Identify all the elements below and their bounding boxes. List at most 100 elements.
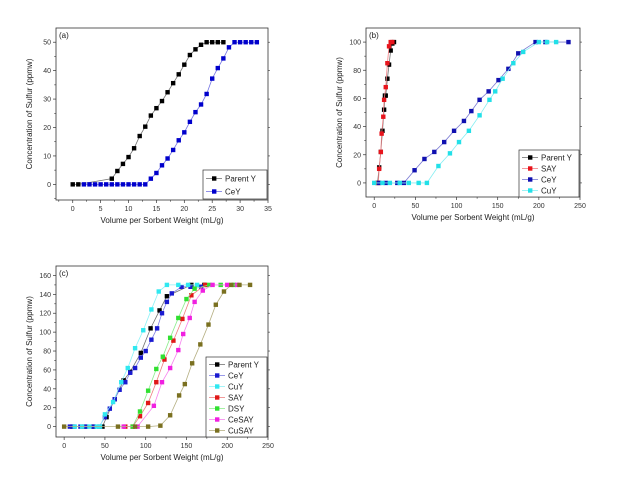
data-point xyxy=(128,370,133,375)
x-tick-label: 150 xyxy=(492,203,504,210)
legend-item: CuSAY xyxy=(209,427,254,436)
data-point xyxy=(169,291,174,296)
data-point xyxy=(112,397,117,402)
data-point xyxy=(157,308,162,313)
data-point xyxy=(132,345,138,351)
data-point xyxy=(141,328,146,333)
data-point xyxy=(193,109,198,115)
legend-marker xyxy=(212,176,217,181)
legend: Parent Y SAY CeY CuY xyxy=(518,149,580,198)
data-point xyxy=(387,180,393,186)
legend-marker xyxy=(528,177,533,182)
legend-label: DSY xyxy=(228,405,245,414)
data-point xyxy=(185,282,191,288)
data-point xyxy=(182,62,187,67)
data-point xyxy=(466,128,472,134)
data-point xyxy=(87,182,92,187)
data-point xyxy=(137,414,143,419)
legend-item: CeY xyxy=(206,188,241,197)
legend-label: CeSAY xyxy=(228,416,254,425)
data-point xyxy=(143,348,148,354)
legend-marker xyxy=(215,362,220,367)
data-point xyxy=(110,399,116,405)
legend-item: CeY xyxy=(522,176,557,185)
data-point xyxy=(120,182,126,187)
data-point xyxy=(487,97,492,103)
y-tick-label: 10 xyxy=(43,153,51,160)
data-point xyxy=(164,294,170,299)
legend-item: Parent Y xyxy=(209,361,260,370)
data-point xyxy=(486,89,491,94)
data-point xyxy=(170,80,176,86)
y-tick-label: 20 xyxy=(43,405,51,412)
legend-marker xyxy=(215,428,220,433)
x-axis-label: Volume per Sorbent Weight (mL/g) xyxy=(411,213,534,222)
y-axis-label: Concentration of Sulfur (ppmw) xyxy=(335,57,344,168)
legend-label: Parent Y xyxy=(225,175,257,184)
data-point xyxy=(376,166,382,172)
data-point xyxy=(461,118,467,124)
data-point xyxy=(215,40,220,45)
x-tick-label: 50 xyxy=(101,443,109,450)
y-tick-label: 120 xyxy=(39,311,51,318)
y-axis-label: Concentration of Sulfur (ppmw) xyxy=(25,58,34,169)
data-point xyxy=(165,156,170,161)
data-point xyxy=(176,138,181,143)
legend-label: CeY xyxy=(225,188,241,197)
data-point xyxy=(159,98,165,104)
data-point xyxy=(187,52,193,58)
data-point xyxy=(210,40,215,45)
legend-item: CeY xyxy=(209,372,244,381)
data-point xyxy=(397,180,402,186)
data-point xyxy=(379,131,384,136)
data-point xyxy=(511,61,516,66)
data-point xyxy=(115,168,120,174)
data-point xyxy=(381,107,387,112)
data-point xyxy=(137,409,143,414)
data-point xyxy=(115,182,120,187)
data-point xyxy=(215,65,220,71)
data-point xyxy=(210,76,215,81)
data-point xyxy=(416,180,421,186)
data-point xyxy=(148,176,154,181)
data-point xyxy=(390,39,395,45)
data-point xyxy=(232,40,237,45)
data-point xyxy=(143,182,148,187)
data-point xyxy=(137,133,142,139)
data-point xyxy=(225,282,230,288)
data-point xyxy=(61,424,67,429)
y-tick-label: 0 xyxy=(357,180,361,187)
data-point xyxy=(237,40,243,45)
x-tick-label: 150 xyxy=(181,443,193,450)
panel-label: (c) xyxy=(59,269,69,278)
data-point xyxy=(516,51,521,56)
chart-panel-a: 0 5 10 15 20 25 30 35 0 10 20 30 40 50 Volume per Sorb… xyxy=(25,27,272,225)
legend-box xyxy=(202,169,268,200)
legend-item: DSY xyxy=(209,405,245,414)
y-tick-label: 20 xyxy=(353,152,361,159)
series-say xyxy=(123,282,208,429)
legend-label: Parent Y xyxy=(541,154,573,163)
x-tick-label: 25 xyxy=(208,206,216,213)
x-tick-label: 35 xyxy=(264,206,272,213)
data-point xyxy=(154,326,160,331)
y-tick-label: 0 xyxy=(47,424,51,431)
data-point xyxy=(81,182,87,187)
data-point xyxy=(126,154,131,160)
data-point xyxy=(179,284,184,289)
data-point xyxy=(477,113,482,118)
data-point xyxy=(145,400,151,406)
data-point xyxy=(184,296,189,302)
data-point xyxy=(182,130,187,135)
data-point xyxy=(125,365,130,371)
data-point xyxy=(447,151,453,156)
data-point xyxy=(210,282,215,288)
data-point xyxy=(148,113,154,118)
legend-item: CuY xyxy=(209,383,244,392)
x-tick-label: 250 xyxy=(262,443,274,450)
y-tick-label: 0 xyxy=(47,182,51,189)
data-point xyxy=(451,128,457,134)
legend-marker xyxy=(215,395,220,400)
data-point xyxy=(521,49,526,55)
data-point xyxy=(117,387,122,392)
